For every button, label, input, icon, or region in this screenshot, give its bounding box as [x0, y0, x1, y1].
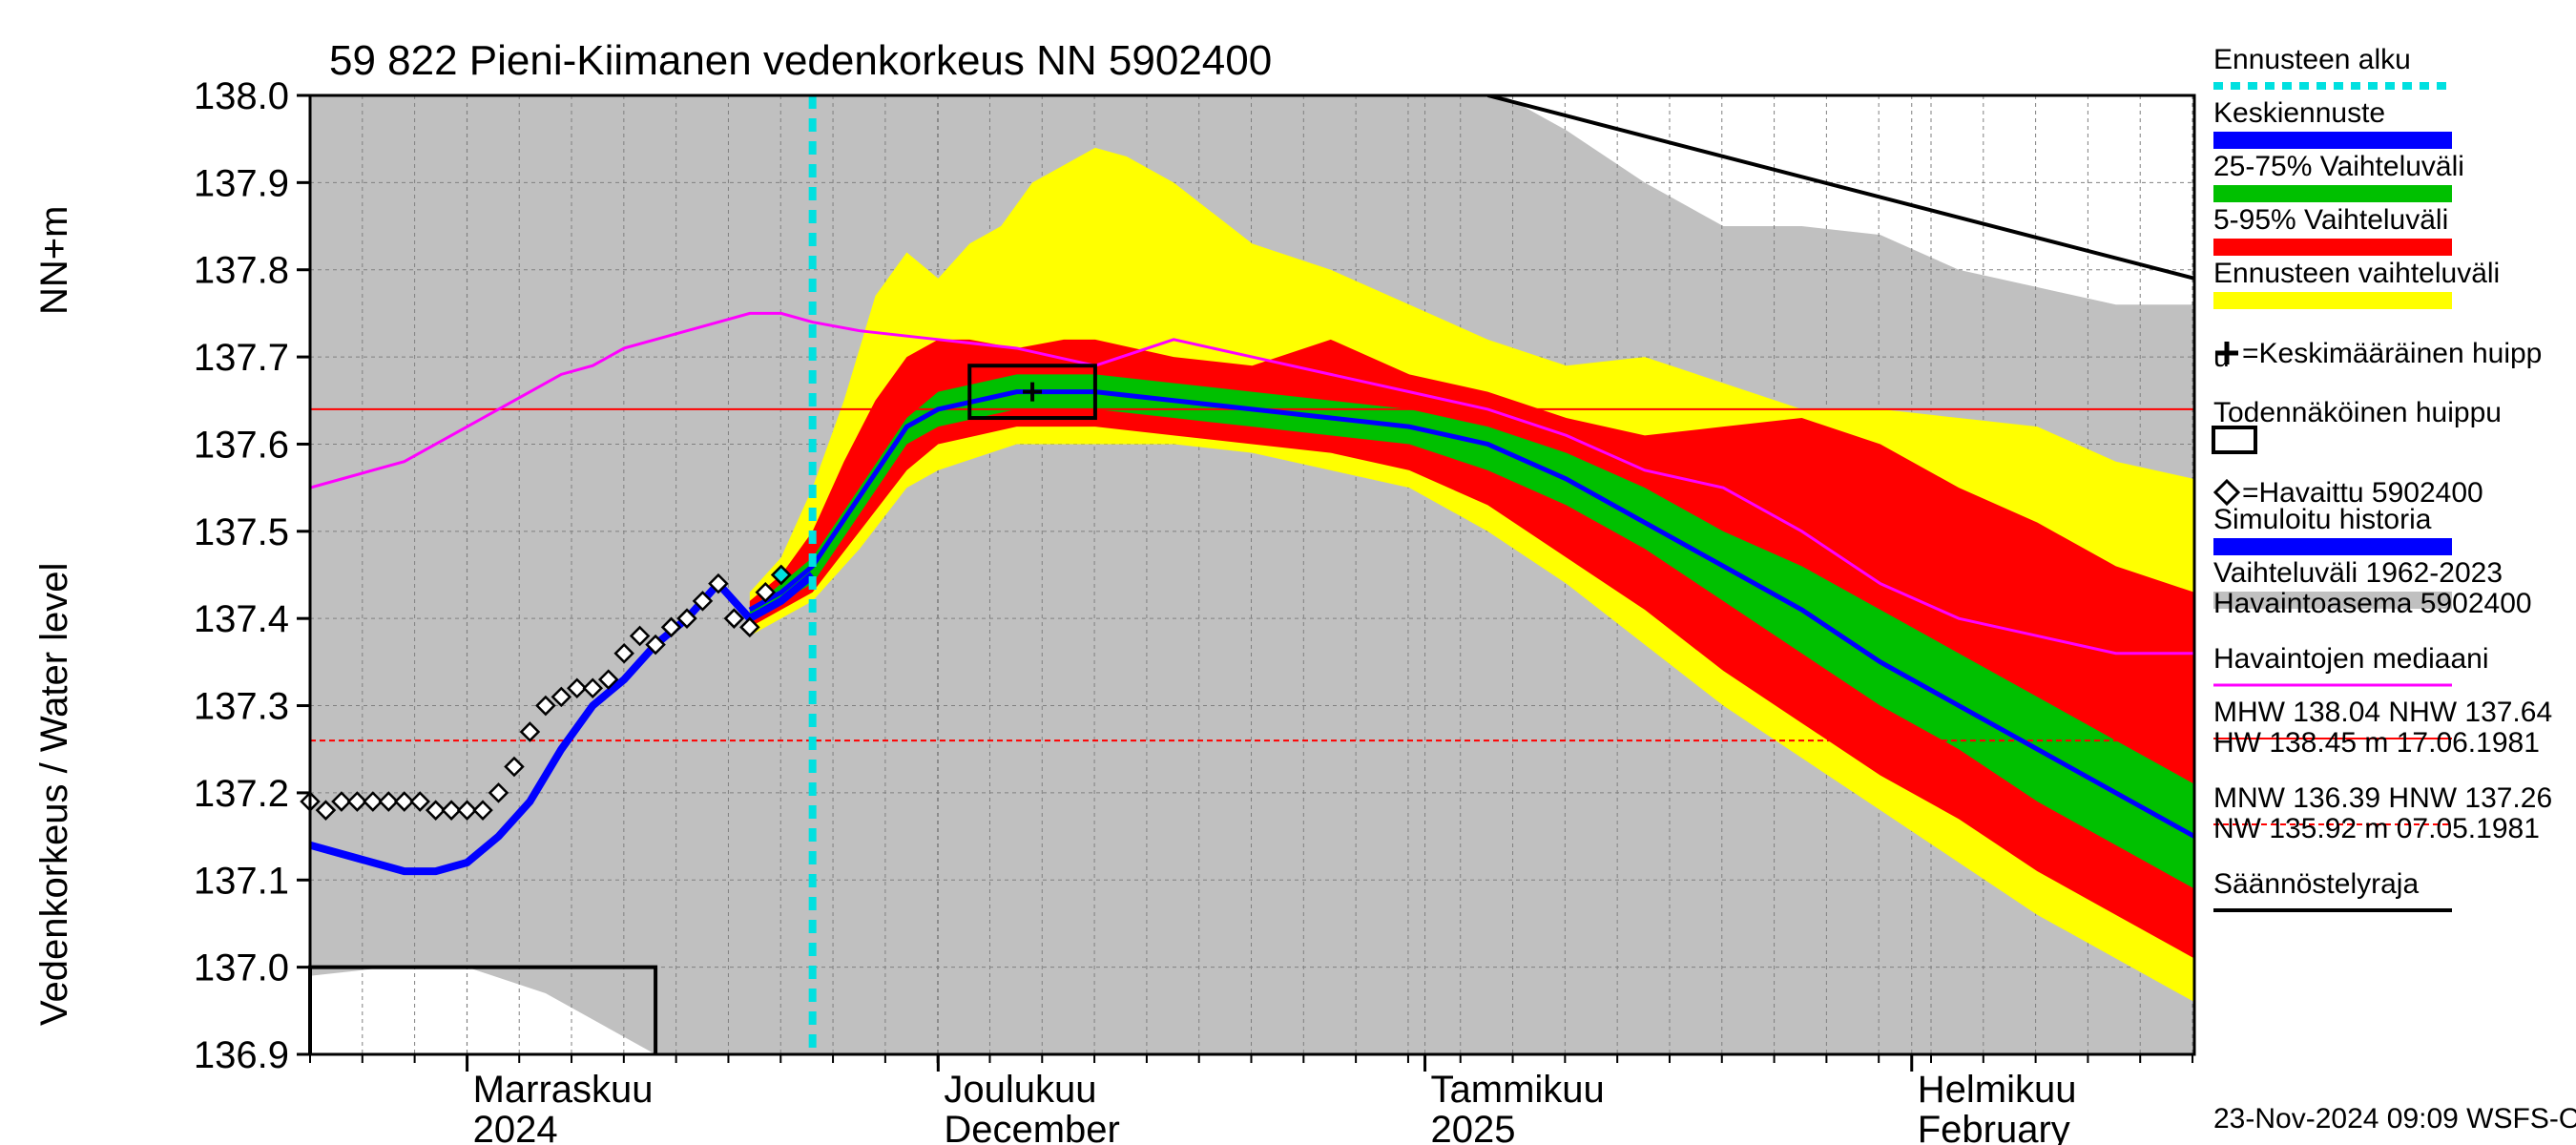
svg-text:Joulukuu: Joulukuu: [944, 1069, 1096, 1111]
svg-text:137.3: 137.3: [194, 686, 289, 728]
svg-text:59 822 Pieni-Kiimanen vedenkor: 59 822 Pieni-Kiimanen vedenkorkeus NN 59…: [329, 37, 1272, 84]
svg-text:=Keskimääräinen huipp: =Keskimääräinen huipp: [2242, 338, 2542, 369]
svg-text:NN+m: NN+m: [33, 206, 75, 315]
svg-text:137.9: 137.9: [194, 162, 289, 204]
svg-text:138.0: 138.0: [194, 75, 289, 117]
svg-text:Ennusteen alku: Ennusteen alku: [2213, 44, 2411, 75]
svg-text:Havaintojen mediaani: Havaintojen mediaani: [2213, 643, 2489, 675]
svg-text:Marraskuu: Marraskuu: [473, 1069, 654, 1111]
svg-text:MHW 138.04 NHW 137.64: MHW 138.04 NHW 137.64: [2213, 697, 2552, 728]
svg-text:137.4: 137.4: [194, 598, 289, 640]
svg-text:137.5: 137.5: [194, 511, 289, 553]
svg-text:23-Nov-2024 09:09 WSFS-O: 23-Nov-2024 09:09 WSFS-O: [2213, 1103, 2576, 1135]
svg-text:137.0: 137.0: [194, 947, 289, 989]
svg-text:u: u: [2213, 342, 2230, 373]
svg-text:Simuloitu historia: Simuloitu historia: [2213, 504, 2432, 535]
svg-text:137.2: 137.2: [194, 773, 289, 815]
svg-text:Todennäköinen huippu: Todennäköinen huippu: [2213, 397, 2502, 428]
svg-text:HW 138.45 m 17.06.1981: HW 138.45 m 17.06.1981: [2213, 727, 2540, 759]
svg-text:Ennusteen vaihteluväli: Ennusteen vaihteluväli: [2213, 258, 2500, 289]
svg-text:Vaihteluväli 1962-2023: Vaihteluväli 1962-2023: [2213, 557, 2503, 589]
svg-text:Keskiennuste: Keskiennuste: [2213, 97, 2385, 129]
svg-text:Helmikuu: Helmikuu: [1918, 1069, 2077, 1111]
svg-text:MNW 136.39 HNW 137.26: MNW 136.39 HNW 137.26: [2213, 782, 2552, 814]
svg-text:137.7: 137.7: [194, 337, 289, 379]
svg-text:2025: 2025: [1431, 1109, 1516, 1145]
svg-text:136.9: 136.9: [194, 1034, 289, 1076]
svg-text:137.8: 137.8: [194, 250, 289, 292]
svg-text:25-75% Vaihteluväli: 25-75% Vaihteluväli: [2213, 151, 2464, 182]
svg-text:Vedenkorkeus / Water level: Vedenkorkeus / Water level: [33, 563, 75, 1026]
svg-text:5-95% Vaihteluväli: 5-95% Vaihteluväli: [2213, 204, 2448, 236]
svg-text:February: February: [1918, 1109, 2070, 1145]
svg-text:NW 135.92 m 07.05.1981: NW 135.92 m 07.05.1981: [2213, 813, 2540, 844]
svg-text:137.1: 137.1: [194, 860, 289, 902]
hydrograph-chart: 136.9 137.0 137.1 137.2 137.3 137.4 137.5 137.6…: [0, 0, 2576, 1145]
svg-text:137.6: 137.6: [194, 424, 289, 466]
svg-text:2024: 2024: [473, 1109, 558, 1145]
svg-text:Säännöstelyraja: Säännöstelyraja: [2213, 868, 2419, 900]
svg-text:Havaintoasema 5902400: Havaintoasema 5902400: [2213, 588, 2532, 619]
svg-text:Tammikuu: Tammikuu: [1431, 1069, 1605, 1111]
svg-text:December: December: [944, 1109, 1120, 1145]
chart-svg: 136.9 137.0 137.1 137.2 137.3 137.4 137.5 137.6…: [0, 0, 2576, 1145]
